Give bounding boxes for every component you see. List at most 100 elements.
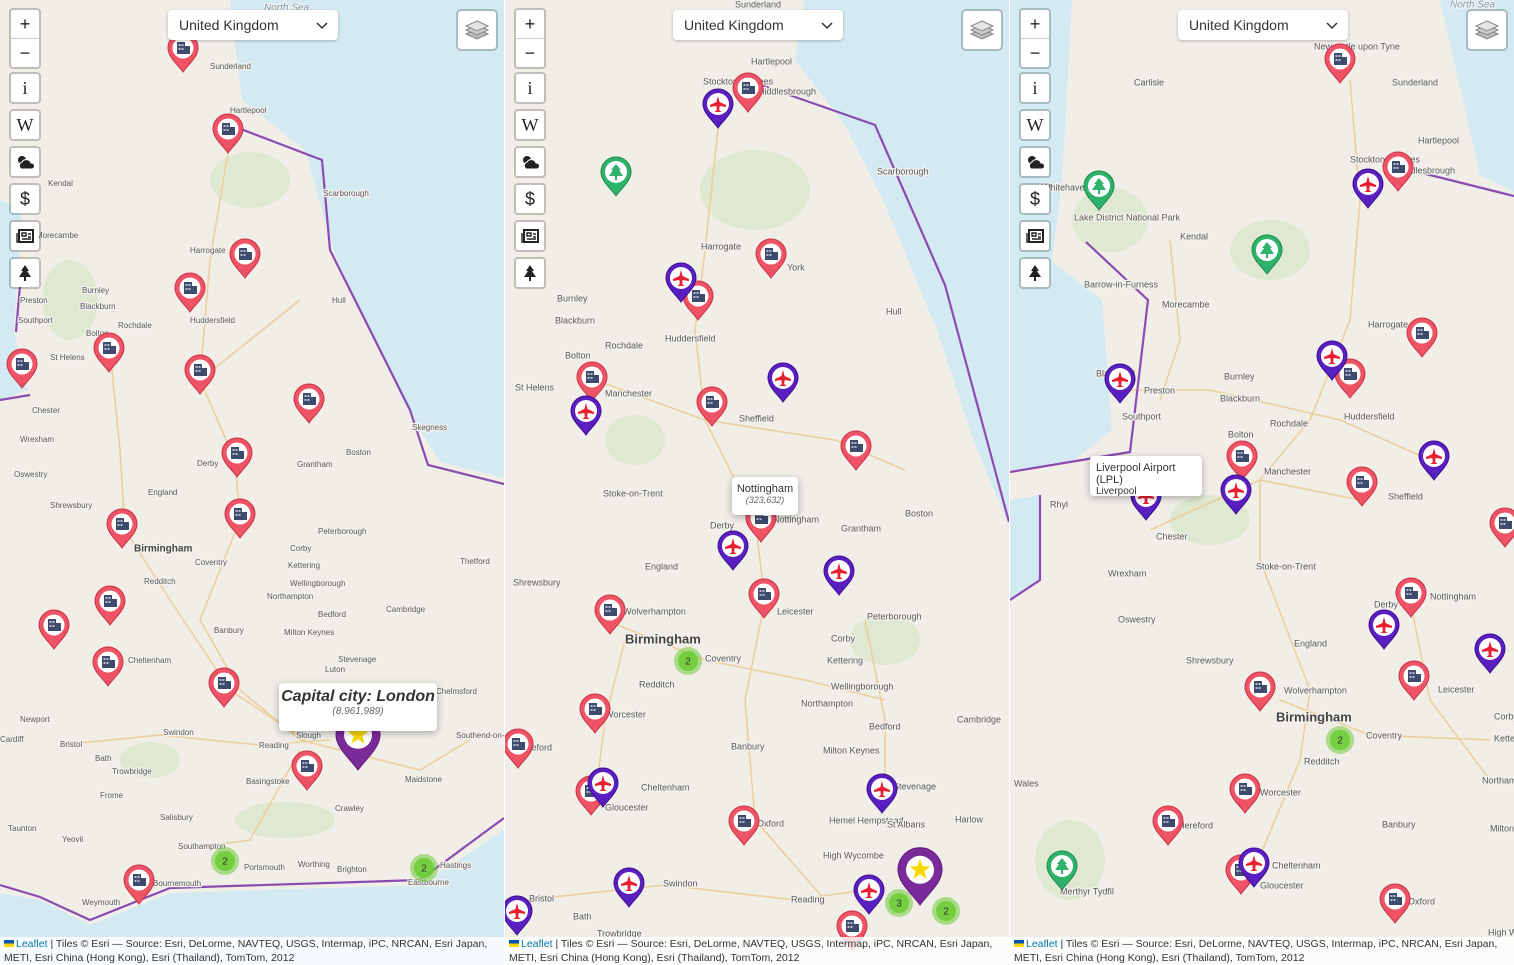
weather-button[interactable] [1021, 148, 1049, 176]
airport-marker[interactable] [1418, 440, 1450, 481]
attribution-link[interactable]: Leaflet [16, 938, 48, 950]
park-button[interactable] [516, 259, 544, 287]
city-marker[interactable] [106, 508, 138, 549]
zoom-in-button[interactable]: + [19, 13, 31, 34]
city-marker[interactable] [221, 437, 253, 478]
city-marker[interactable] [1152, 805, 1184, 846]
news-button[interactable] [516, 222, 544, 250]
wiki-button[interactable]: W [521, 114, 539, 135]
news-button[interactable] [1021, 222, 1049, 250]
marker-cluster[interactable]: 2 [674, 647, 702, 675]
city-marker[interactable] [94, 585, 126, 626]
zoom-in-button[interactable]: + [1029, 13, 1041, 34]
attribution-link[interactable]: Leaflet [521, 938, 553, 950]
city-marker[interactable] [696, 386, 728, 427]
city-marker[interactable] [93, 332, 125, 373]
city-marker[interactable] [1379, 883, 1411, 924]
airport-marker[interactable] [1238, 847, 1270, 888]
airport-marker[interactable] [570, 395, 602, 436]
city-marker[interactable] [748, 578, 780, 619]
country-select[interactable]: United Kingdom [168, 10, 338, 40]
airport-marker[interactable] [1352, 168, 1384, 209]
info-button[interactable]: i [22, 77, 28, 98]
city-marker[interactable] [6, 348, 38, 389]
city-marker[interactable] [755, 238, 787, 279]
currency-button[interactable]: $ [19, 188, 30, 209]
city-marker[interactable] [92, 646, 124, 687]
weather-button[interactable] [11, 148, 39, 176]
city-marker[interactable] [174, 272, 206, 313]
airport-marker[interactable] [587, 767, 619, 808]
news-button[interactable] [11, 222, 39, 250]
marker-cluster[interactable]: 3 [885, 889, 913, 917]
info-button[interactable]: i [527, 77, 533, 98]
city-marker[interactable] [38, 609, 70, 650]
airport-marker[interactable] [665, 262, 697, 303]
zoom-in-button[interactable]: + [524, 13, 536, 34]
city-marker[interactable] [1346, 466, 1378, 507]
layers-control[interactable] [456, 9, 498, 51]
airport-marker[interactable] [1368, 609, 1400, 650]
city-marker[interactable] [1489, 507, 1514, 548]
zoom-out-button[interactable]: − [1021, 38, 1049, 67]
country-select[interactable]: United Kingdom [1178, 10, 1348, 40]
city-marker[interactable] [1229, 773, 1261, 814]
airport-marker[interactable] [702, 88, 734, 129]
airport-marker[interactable] [1220, 474, 1252, 515]
currency-button[interactable]: $ [1029, 188, 1040, 209]
city-marker[interactable] [1382, 151, 1414, 192]
airport-marker[interactable] [823, 555, 855, 596]
airport-marker[interactable] [866, 773, 898, 814]
park-marker[interactable] [1046, 850, 1078, 891]
city-marker[interactable] [208, 667, 240, 708]
airport-marker[interactable] [1474, 633, 1506, 674]
airport-marker[interactable] [853, 874, 885, 915]
city-marker[interactable] [576, 361, 608, 402]
airport-marker[interactable] [613, 867, 645, 908]
city-marker[interactable] [732, 72, 764, 113]
layers-control[interactable] [1466, 9, 1508, 51]
airport-marker[interactable] [717, 530, 749, 571]
layers-control[interactable] [961, 9, 1003, 51]
city-marker[interactable] [224, 498, 256, 539]
info-button[interactable]: i [1032, 77, 1038, 98]
zoom-out-button[interactable]: − [11, 38, 39, 67]
airport-marker[interactable] [767, 362, 799, 403]
city-marker[interactable] [293, 383, 325, 424]
city-marker[interactable] [840, 430, 872, 471]
park-button[interactable] [11, 259, 39, 287]
city-marker[interactable] [291, 750, 323, 791]
park-marker[interactable] [600, 156, 632, 197]
city-marker[interactable] [1226, 440, 1258, 481]
zoom-out-button[interactable]: − [516, 38, 544, 67]
city-marker[interactable] [123, 864, 155, 905]
city-marker[interactable] [579, 693, 611, 734]
attribution-link[interactable]: Leaflet [1026, 938, 1058, 950]
country-select[interactable]: United Kingdom [673, 10, 843, 40]
city-marker[interactable] [1324, 43, 1356, 84]
airport-marker[interactable] [1104, 363, 1136, 404]
park-button[interactable] [1021, 259, 1049, 287]
city-marker[interactable] [505, 728, 534, 769]
city-marker[interactable] [229, 238, 261, 279]
park-marker[interactable] [1083, 170, 1115, 211]
park-marker[interactable] [1251, 234, 1283, 275]
airport-marker[interactable] [1316, 340, 1348, 381]
city-marker[interactable] [167, 32, 199, 73]
marker-cluster[interactable]: 2 [211, 847, 239, 875]
marker-cluster[interactable]: 2 [932, 897, 960, 925]
city-marker[interactable] [1398, 660, 1430, 701]
weather-button[interactable] [516, 148, 544, 176]
capital-marker[interactable] [897, 847, 943, 906]
marker-cluster[interactable]: 2 [410, 854, 438, 882]
wiki-button[interactable]: W [1026, 114, 1044, 135]
city-marker[interactable] [1334, 358, 1366, 399]
airport-marker[interactable] [505, 895, 533, 936]
city-marker[interactable] [212, 113, 244, 154]
currency-button[interactable]: $ [524, 188, 535, 209]
city-marker[interactable] [594, 594, 626, 635]
city-marker[interactable] [1244, 671, 1276, 712]
city-marker[interactable] [184, 354, 216, 395]
city-marker[interactable] [1395, 577, 1427, 618]
city-marker[interactable] [1406, 317, 1438, 358]
